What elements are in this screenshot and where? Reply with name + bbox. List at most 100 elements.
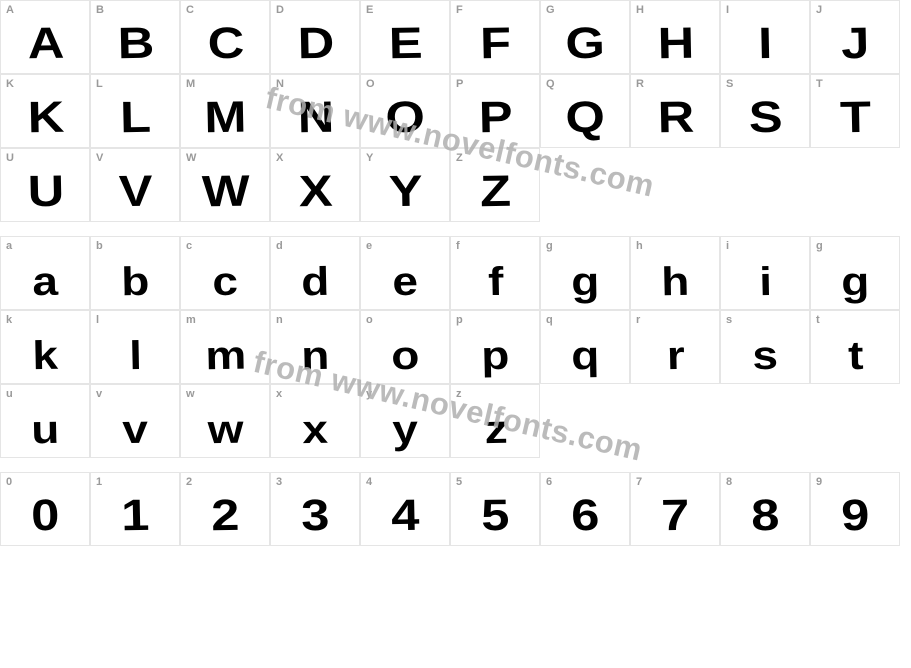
glyph-cell-label: q	[546, 314, 553, 326]
glyph: D	[297, 22, 333, 67]
glyph-cell-label: g	[546, 240, 553, 252]
glyph-cell: dd	[270, 236, 360, 310]
glyph-cell-label: D	[276, 4, 284, 16]
glyph: y	[392, 410, 417, 450]
glyph-cell: cc	[180, 236, 270, 310]
glyph-cell: KK	[0, 74, 90, 148]
glyph-cell: aa	[0, 236, 90, 310]
glyph-cell-label: d	[276, 240, 283, 252]
glyph-cell-label: r	[636, 314, 640, 326]
glyph-cell-label: I	[726, 4, 729, 16]
glyph: u	[31, 410, 59, 450]
glyph-cell-label: P	[456, 78, 463, 90]
glyph-cell-label: U	[6, 152, 14, 164]
glyph-cell: uu	[0, 384, 90, 458]
glyph-cell: TT	[810, 74, 900, 148]
glyph-cell-label: s	[726, 314, 732, 326]
glyph-cell: zz	[450, 384, 540, 458]
glyph: K	[27, 96, 63, 141]
glyph: b	[121, 262, 149, 302]
glyph-cell-label: O	[366, 78, 375, 90]
glyph-cell: XX	[270, 148, 360, 222]
glyph-cell: UU	[0, 148, 90, 222]
glyph-cell-label: f	[456, 240, 460, 252]
glyph-cell: 22	[180, 472, 270, 546]
glyph-cell: ss	[720, 310, 810, 384]
glyph-cell-label: a	[6, 240, 12, 252]
glyph: O	[385, 96, 424, 141]
glyph-cell-label: i	[726, 240, 729, 252]
glyph-cell-label: B	[96, 4, 104, 16]
glyph-cell: YY	[360, 148, 450, 222]
glyph-cell-label: Z	[456, 152, 463, 164]
glyph-cell: gg	[540, 236, 630, 310]
glyph-cell: gg	[810, 236, 900, 310]
glyph-cell: pp	[450, 310, 540, 384]
glyph: c	[212, 262, 237, 302]
glyph: S	[748, 96, 781, 140]
glyph-cell: nn	[270, 310, 360, 384]
glyph-cell-label: E	[366, 4, 373, 16]
glyph-cell: DD	[270, 0, 360, 74]
glyph-cell-label: 3	[276, 476, 282, 488]
glyph-cell-label: 4	[366, 476, 372, 488]
glyph: f	[488, 262, 503, 302]
glyph-cell-label: 8	[726, 476, 732, 488]
glyph-cell: rr	[630, 310, 720, 384]
glyph-cell-label: n	[276, 314, 283, 326]
glyph: Y	[388, 170, 421, 214]
glyph-cell-label: x	[276, 388, 282, 400]
glyph: G	[565, 22, 604, 67]
glyph-cell-label: 1	[96, 476, 102, 488]
glyph-row: 00112233445566778899	[0, 472, 911, 546]
glyph: w	[207, 410, 242, 451]
glyph-cell-label: C	[186, 4, 194, 16]
glyph-cell-label: R	[636, 78, 644, 90]
glyph-row: KKLLMMNNOOPPQQRRSSTT	[0, 74, 911, 148]
glyph-cell-label: k	[6, 314, 12, 326]
glyph-cell-label: S	[726, 78, 733, 90]
glyph: a	[32, 262, 57, 302]
glyph: 2	[211, 494, 239, 538]
glyph-cell-label: c	[186, 240, 192, 252]
glyph: E	[388, 22, 421, 66]
glyph-cell: oo	[360, 310, 450, 384]
glyph-row: aabbccddeeffgghhiigg	[0, 236, 911, 310]
glyph-cell: VV	[90, 148, 180, 222]
glyph-cell: ll	[90, 310, 180, 384]
glyph-cell-label: 6	[546, 476, 552, 488]
glyph-cell: JJ	[810, 0, 900, 74]
glyph-cell: xx	[270, 384, 360, 458]
glyph: 8	[751, 494, 779, 538]
glyph-cell-label: p	[456, 314, 463, 326]
glyph: z	[484, 410, 507, 450]
glyph-cell: BB	[90, 0, 180, 74]
glyph: H	[657, 22, 693, 67]
glyph-row: kkllmmnnooppqqrrsstt	[0, 310, 911, 384]
glyph-cell-label: h	[636, 240, 643, 252]
glyph-cell-label: H	[636, 4, 644, 16]
glyph: A	[27, 22, 63, 67]
glyph: U	[27, 170, 63, 215]
glyph-cell-label: o	[366, 314, 373, 326]
glyph-cell: 77	[630, 472, 720, 546]
glyph-cell: GG	[540, 0, 630, 74]
glyph-row: AABBCCDDEEFFGGHHIIJJ	[0, 0, 911, 74]
character-map: AABBCCDDEEFFGGHHIIJJKKLLMMNNOOPPQQRRSSTT…	[0, 0, 911, 546]
glyph-cell: 33	[270, 472, 360, 546]
glyph: s	[752, 336, 777, 376]
glyph-cell-label: 0	[6, 476, 12, 488]
glyph-cell-label: v	[96, 388, 102, 400]
glyph-cell: 44	[360, 472, 450, 546]
glyph: h	[661, 262, 689, 302]
glyph-cell: tt	[810, 310, 900, 384]
glyph: i	[759, 262, 771, 302]
glyph-cell: HH	[630, 0, 720, 74]
glyph-cell: ww	[180, 384, 270, 458]
glyph-row: uuvvwwxxyyzz	[0, 384, 911, 458]
glyph-cell: WW	[180, 148, 270, 222]
glyph: Z	[480, 170, 511, 214]
glyph-cell-label: y	[366, 388, 372, 400]
glyph-cell: MM	[180, 74, 270, 148]
glyph: k	[32, 336, 57, 376]
